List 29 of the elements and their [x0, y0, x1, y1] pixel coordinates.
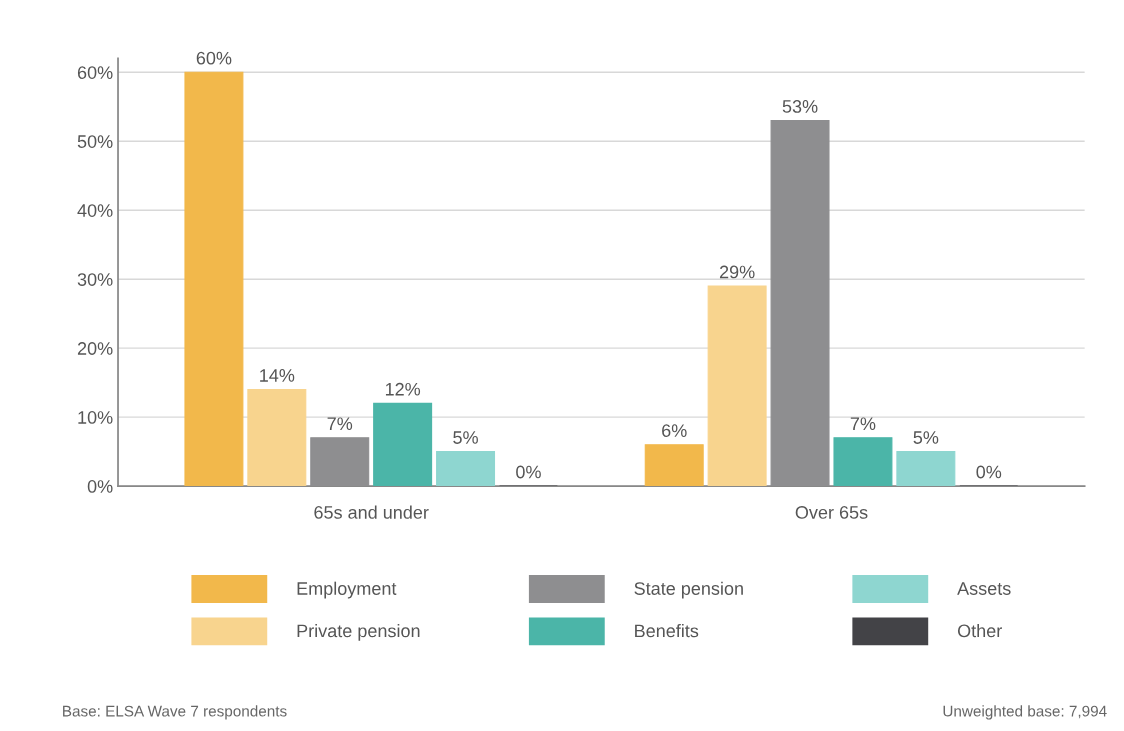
y-tick-label: 50%	[77, 135, 113, 148]
legend-label: Private pension	[297, 624, 420, 641]
data-label: 7%	[327, 417, 353, 431]
data-label: 12%	[385, 382, 421, 396]
y-tick-label: 0%	[87, 480, 113, 493]
x-tick-label: 65s and under	[314, 505, 429, 519]
legend-label: State pension	[634, 581, 743, 599]
data-label: 5%	[913, 431, 939, 444]
legend-label: Other	[957, 624, 1002, 638]
text: Base: ELSA Wave 7 respondents	[63, 705, 287, 720]
x-tick-label: Over 65s	[795, 506, 868, 519]
data-label: 14%	[260, 369, 295, 382]
data-label: 53%	[782, 100, 818, 113]
data-label: 60%	[196, 51, 232, 65]
legend-label: Benefits	[635, 624, 699, 638]
data-label: 7%	[850, 417, 876, 431]
text: Unweighted base: 7,994	[943, 705, 1107, 720]
data-label: 5%	[453, 431, 478, 444]
data-label: 0%	[516, 465, 541, 479]
y-tick-label: 10%	[78, 411, 113, 424]
y-tick-label: 30%	[77, 273, 113, 286]
y-tick-label: 60%	[77, 66, 113, 79]
y-tick-label: 20%	[77, 342, 113, 355]
legend-label: Assets	[957, 582, 1011, 595]
data-label: 0%	[976, 465, 1002, 479]
y-tick-label: 40%	[77, 204, 113, 217]
data-label: 6%	[662, 424, 687, 437]
data-label: 29%	[719, 265, 755, 279]
legend-label: Employment	[297, 581, 397, 599]
